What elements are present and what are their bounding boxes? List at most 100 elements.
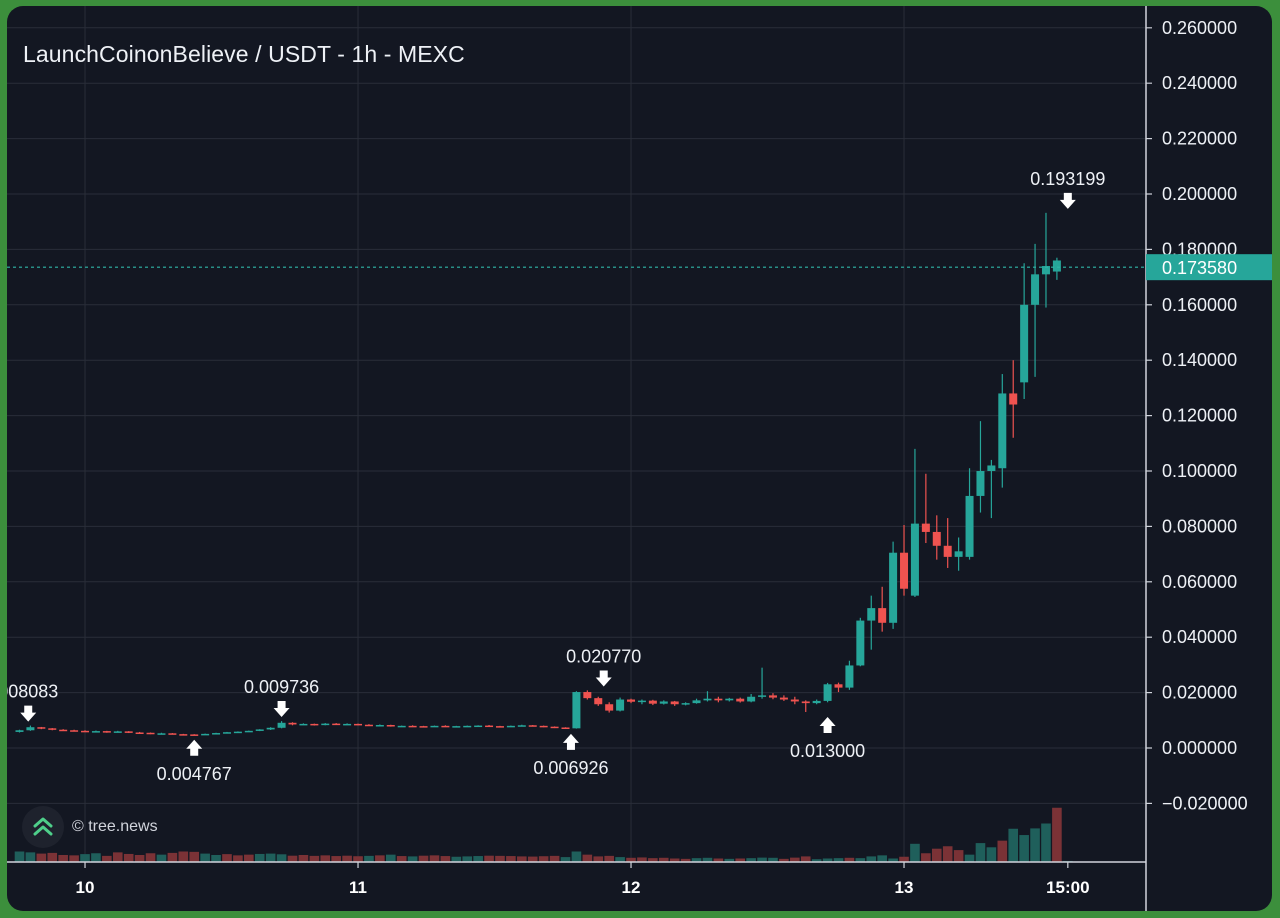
chart-title: LaunchCoinonBelieve / USDT - 1h - MEXC [23, 41, 465, 67]
volume-bar [691, 858, 702, 862]
volume-bar [615, 857, 625, 862]
volume-bar [451, 856, 462, 862]
price-axis-label: 0.160000 [1162, 295, 1237, 315]
candle-body [725, 698, 734, 701]
candle-body [605, 704, 614, 711]
annotation-high-label: 008083 [7, 682, 58, 702]
time-axis-label: 13 [895, 878, 914, 897]
candle-body [976, 471, 985, 496]
candle-body [790, 699, 799, 702]
volume-bar [233, 855, 243, 862]
volume-bar [244, 854, 254, 862]
candle-body [572, 692, 581, 729]
volume-bar [822, 858, 833, 862]
candle-body [736, 698, 745, 702]
candle-body [528, 725, 537, 727]
candle-body [768, 695, 777, 698]
volume-bar [473, 856, 483, 862]
price-axis-label: 0.140000 [1162, 350, 1237, 370]
volume-bar [102, 855, 112, 862]
price-axis-label: 0.060000 [1162, 572, 1237, 592]
candle-body [812, 700, 821, 704]
candle-body [419, 726, 428, 728]
candle-body [856, 620, 865, 666]
candle-body [1041, 266, 1050, 275]
volume-bar [254, 853, 265, 862]
candle-body [594, 698, 603, 705]
down-arrow-icon [595, 670, 612, 687]
volume-bar [833, 858, 844, 862]
candle-body [233, 731, 242, 734]
annotation-low-label: 0.006926 [533, 758, 608, 778]
candle-body [845, 665, 854, 688]
time-axis-label: 11 [349, 878, 367, 897]
candle-body [932, 531, 941, 546]
candle-body [954, 551, 963, 557]
price-axis-label: 0.080000 [1162, 516, 1237, 536]
volume-bar [746, 858, 756, 862]
candle-body [834, 684, 843, 688]
volume-bar [768, 857, 778, 862]
candle-body [201, 733, 210, 736]
candle-body [321, 723, 330, 726]
candle-body [244, 730, 253, 733]
candle-body [561, 727, 570, 730]
candle-body [310, 723, 319, 726]
volume-bar [331, 856, 341, 862]
candle-body [255, 729, 264, 731]
volume-bar [921, 853, 931, 862]
volume-bar [527, 856, 538, 862]
volume-bar [287, 855, 298, 862]
volume-bar [953, 850, 964, 862]
volume-bar [931, 848, 942, 862]
volume-bar [134, 855, 145, 862]
candle-body [452, 726, 461, 728]
candle-body [506, 725, 515, 728]
candle-body [965, 495, 974, 557]
volume-bar [47, 852, 58, 862]
candlestick-chart[interactable]: 008083 0.004767 0.009736 0.006926 0.020770 0.… [7, 6, 1272, 911]
volume-bar [506, 856, 516, 862]
candle-body [91, 731, 100, 733]
volume-bar [429, 855, 440, 862]
candle-body [517, 725, 526, 727]
volume-bar [593, 856, 604, 862]
volume-bar [1008, 828, 1019, 862]
candle-body [758, 695, 767, 697]
volume-bar [626, 857, 636, 862]
volume-bar [178, 851, 189, 862]
volume-bar [200, 853, 210, 862]
candle-body [867, 608, 876, 621]
volume-bar [888, 858, 898, 862]
volume-bar [407, 856, 418, 862]
volume-bar [560, 857, 571, 862]
candle-body [910, 523, 919, 596]
candle-body [921, 523, 930, 532]
volume-bar [320, 855, 331, 862]
candle-body [659, 701, 668, 704]
candle-body [222, 732, 231, 734]
volume-bar [1030, 828, 1040, 862]
volume-bar [571, 851, 582, 862]
volume-bar [222, 854, 232, 862]
volume-bar [145, 853, 156, 862]
candle-body [627, 699, 636, 702]
candle-body [1020, 304, 1029, 383]
candle-body [823, 684, 832, 701]
volume-bar [418, 855, 429, 862]
volume-bar [276, 854, 287, 862]
candle-body [637, 700, 646, 703]
volume-bar [440, 856, 451, 862]
candle-body [343, 723, 352, 726]
volume-bar [298, 855, 309, 862]
candle-body [692, 700, 701, 704]
up-arrow-icon [186, 739, 203, 756]
candle-body [463, 725, 472, 728]
candle-body [648, 700, 657, 704]
candle-body [37, 727, 46, 729]
candle-body [681, 703, 690, 705]
price-axis: 0.2600000.2400000.2200000.2000000.180000… [1145, 6, 1272, 911]
candle-body [190, 734, 199, 736]
volume-bar [36, 853, 47, 862]
volume-bar [790, 857, 800, 862]
